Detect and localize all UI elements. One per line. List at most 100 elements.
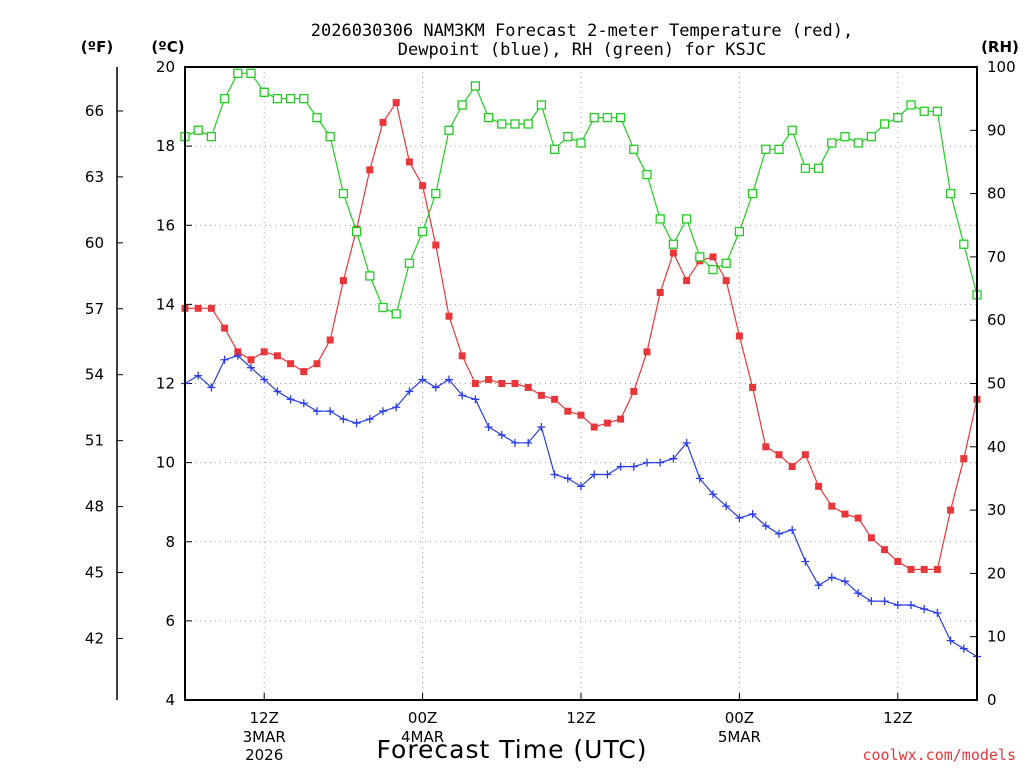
rh-point [589, 112, 599, 123]
temperature-point [683, 277, 691, 285]
dewpoint-point [629, 462, 638, 471]
temperature-point [419, 182, 427, 190]
dewpoint-point [247, 363, 255, 372]
rh-point [761, 144, 771, 154]
rh-tick-label: 0 [987, 691, 997, 709]
rh-point [431, 188, 441, 199]
rh-point [233, 68, 243, 78]
time-tick-label: 12Z [883, 709, 912, 727]
temperature-point [498, 380, 506, 387]
fahrenheit-tick-label: 42 [85, 629, 104, 647]
x-axis-label: Forecast Time (UTC) [377, 735, 648, 764]
rh-point [246, 68, 256, 78]
temperature-point [643, 348, 651, 356]
rh-tick-label: 10 [987, 628, 1006, 646]
rh-point [800, 163, 811, 173]
rh-point [708, 264, 718, 275]
dewpoint-point [537, 423, 546, 432]
dewpoint-point [431, 383, 440, 392]
celsius-tick-label: 16 [156, 216, 175, 234]
fahrenheit-tick-label: 63 [85, 168, 104, 186]
rh-point [945, 188, 956, 199]
dewpoint-point [577, 482, 585, 491]
temperature-point [933, 565, 941, 573]
rh-point [695, 252, 705, 262]
time-tick-date-label: 4MAR [401, 728, 444, 746]
temperature-point [300, 368, 308, 376]
dewpoint-point [841, 577, 849, 586]
rh-point [299, 94, 309, 104]
rh-point [879, 119, 890, 129]
temperature-point [867, 534, 875, 542]
rh-point [259, 87, 269, 97]
dewpoint-point [339, 415, 348, 424]
temperature-point [749, 383, 757, 391]
rh-point [510, 119, 520, 129]
rh-tick-label: 60 [987, 311, 1006, 329]
dewpoint-point [273, 387, 282, 396]
rh-point [219, 94, 230, 104]
rh-tick-label: 50 [987, 375, 1006, 393]
temperature-point [841, 510, 849, 518]
temperature-point [656, 289, 664, 297]
dewpoint-point [709, 490, 717, 499]
rh-point [312, 112, 322, 123]
dewpoint-point [590, 470, 599, 479]
rh-point [523, 119, 533, 129]
rh-tick-label: 20 [987, 564, 1006, 582]
chart-title-line-2: Dewpoint (blue), RH (green) for KSJC [398, 40, 766, 60]
rh-point [549, 144, 560, 154]
dewpoint-point [656, 458, 665, 467]
temperature-point [405, 158, 413, 166]
temperature-point [881, 546, 889, 554]
dewpoint-point [352, 419, 361, 428]
temperature-point [511, 380, 519, 387]
celsius-tick-label: 4 [165, 691, 175, 709]
temperature-point [960, 455, 968, 463]
fahrenheit-tick-label: 66 [85, 102, 104, 120]
dewpoint-point [194, 371, 203, 380]
temperature-point [339, 277, 347, 285]
celsius-tick-label: 8 [165, 533, 175, 551]
rh-point [536, 100, 547, 110]
celsius-tick-label: 6 [165, 612, 175, 630]
temperature-point [379, 118, 387, 126]
rh-tick-label: 40 [987, 438, 1006, 456]
rh-point [932, 106, 943, 116]
time-tick-label: 12Z [566, 709, 595, 727]
dewpoint-point [880, 597, 889, 606]
temperature-point [815, 482, 823, 490]
temperature-point [775, 451, 783, 459]
rh-point [417, 226, 428, 237]
rh-point [378, 302, 388, 313]
rh-point [365, 271, 375, 281]
rh-point [404, 258, 415, 268]
dewpoint-point [907, 601, 915, 610]
rh-point [563, 131, 573, 142]
temperature-point [577, 411, 585, 419]
dewpoint-point [946, 636, 955, 645]
temperature-point [207, 304, 215, 312]
temperature-point [722, 277, 730, 285]
dewpoint-point [392, 403, 401, 412]
dewpoint-point [603, 470, 612, 479]
rh-point [444, 125, 454, 135]
temperature-point [788, 463, 796, 471]
temperature-point [603, 419, 611, 427]
temperature-point [801, 451, 809, 459]
rh-point [642, 169, 652, 180]
rh-point [853, 138, 863, 148]
temperature-point [273, 352, 281, 360]
time-tick-label: 00Z [725, 709, 754, 727]
temperature-point [920, 565, 928, 573]
rh-point [338, 188, 349, 199]
dewpoint-series [181, 351, 981, 661]
dewpoint-point [326, 407, 335, 416]
rh-point [497, 119, 507, 129]
time-tick-label: 00Z [408, 709, 437, 727]
rh-point [734, 226, 745, 237]
celsius-tick-label: 14 [156, 295, 175, 313]
temperature-point [445, 312, 453, 320]
dewpoint-point [695, 474, 704, 483]
plot-frame [184, 66, 978, 701]
